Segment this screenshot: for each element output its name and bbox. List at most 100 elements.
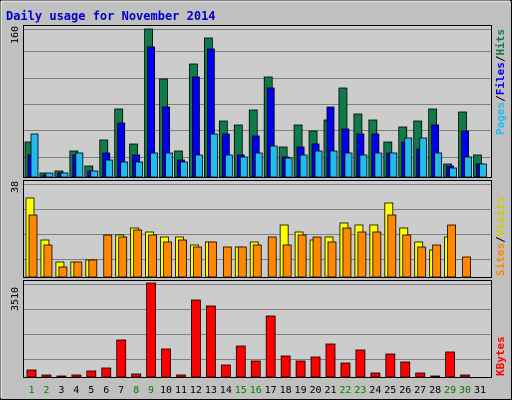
sites-bar-22 xyxy=(342,227,352,278)
sites-bar-10 xyxy=(163,241,172,278)
sites-bar-12 xyxy=(193,246,202,278)
legend-visits: Visits xyxy=(494,197,507,237)
day-label-2: 2 xyxy=(43,385,49,396)
pages-bar-17 xyxy=(269,145,278,178)
sites-bar-25 xyxy=(387,214,397,278)
kbytes-bar-21 xyxy=(325,343,336,378)
pages-bar-13 xyxy=(209,133,218,178)
sites-bar-18 xyxy=(282,244,292,278)
sites-bar-4 xyxy=(73,261,83,278)
sites-bar-11 xyxy=(178,239,187,278)
day-label-19: 19 xyxy=(295,385,307,396)
legend-sep-2: / xyxy=(494,55,507,62)
kbytes-bar-5 xyxy=(86,370,97,378)
day-label-15: 15 xyxy=(235,385,247,396)
x-axis-labels: 1 2 3 4 5 6 7 8 9 10 11 12 13 14 15 16 17 18 19 20 21 22 23 24 2… xyxy=(28,385,486,396)
sites-bar-20 xyxy=(312,236,322,278)
pages-bar-1 xyxy=(30,133,39,178)
pages-bar-31 xyxy=(479,163,487,178)
sites-bar-6 xyxy=(103,234,113,278)
sites-bar-8 xyxy=(133,229,143,278)
day-label-1: 1 xyxy=(28,385,34,396)
sites-bar-17 xyxy=(267,236,277,278)
kbytes-bar-20 xyxy=(310,356,321,378)
sites-bar-30 xyxy=(462,256,471,278)
sites-bar-24 xyxy=(372,231,382,278)
pages-bar-5 xyxy=(90,170,99,178)
kbytes-bar-18 xyxy=(280,355,291,378)
day-label-31: 31 xyxy=(474,385,486,396)
visits-legend: Sites/Visits xyxy=(494,197,507,277)
usage-ymax-label: 160 xyxy=(10,26,21,44)
pages-bar-24 xyxy=(374,152,383,178)
sites-bar-9 xyxy=(148,234,158,278)
sites-bar-13 xyxy=(207,241,217,278)
kbytes-bar-6 xyxy=(101,367,112,378)
day-label-5: 5 xyxy=(88,385,94,396)
day-label-12: 12 xyxy=(190,385,202,396)
pages-bar-27 xyxy=(419,137,428,178)
day-label-24: 24 xyxy=(369,385,381,396)
kbytes-bar-28 xyxy=(430,375,441,378)
legend-kbytes: KBytes xyxy=(494,336,507,376)
pages-bar-10 xyxy=(165,152,173,178)
day-label-9: 9 xyxy=(148,385,154,396)
legend-sites: Sites xyxy=(494,243,507,276)
sites-bar-29 xyxy=(447,224,457,278)
day-label-26: 26 xyxy=(399,385,411,396)
day-label-10: 10 xyxy=(160,385,172,396)
day-label-16: 16 xyxy=(250,385,262,396)
kbytes-bar-29 xyxy=(445,351,456,378)
day-label-7: 7 xyxy=(118,385,124,396)
kbytes-bar-19 xyxy=(295,360,306,378)
pages-bar-19 xyxy=(299,154,308,178)
day-label-30: 30 xyxy=(459,385,471,396)
day-label-29: 29 xyxy=(444,385,456,396)
sites-bar-15 xyxy=(237,246,247,278)
day-label-22: 22 xyxy=(339,385,351,396)
day-label-3: 3 xyxy=(58,385,64,396)
sites-bar-5 xyxy=(88,259,98,278)
chart-bars xyxy=(24,28,491,378)
day-label-18: 18 xyxy=(280,385,292,396)
pages-bar-16 xyxy=(254,152,263,178)
day-label-25: 25 xyxy=(384,385,396,396)
pages-bar-30 xyxy=(464,156,472,178)
kbytes-bar-22 xyxy=(340,362,351,378)
kbytes-bar-10 xyxy=(161,348,171,378)
day-label-13: 13 xyxy=(205,385,217,396)
pages-bar-20 xyxy=(314,150,323,178)
kbytes-bar-9 xyxy=(146,282,157,378)
kbytes-bar-23 xyxy=(355,349,366,378)
kbytes-bar-7 xyxy=(116,339,127,378)
day-label-23: 23 xyxy=(354,385,366,396)
legend-hits: Hits xyxy=(494,29,507,56)
kbytes-bar-24 xyxy=(370,372,381,378)
day-label-20: 20 xyxy=(310,385,322,396)
usage-legend: Pages/Files/Hits xyxy=(494,29,507,135)
sites-bar-14 xyxy=(222,246,232,278)
sites-bar-2 xyxy=(43,244,53,278)
sites-bar-1 xyxy=(28,214,38,278)
sites-bar-23 xyxy=(357,231,367,278)
kbytes-bar-14 xyxy=(220,364,231,378)
kbytes-bar-27 xyxy=(415,372,426,378)
sites-bar-21 xyxy=(327,241,337,278)
day-label-21: 21 xyxy=(324,385,336,396)
kbytes-bar-13 xyxy=(205,305,216,378)
pages-bar-23 xyxy=(359,154,368,178)
pages-bar-18 xyxy=(284,157,293,178)
kbytes-bar-25 xyxy=(385,353,396,378)
pages-bar-28 xyxy=(434,152,443,178)
legend-files: Files xyxy=(494,62,507,95)
legend-sep-1: / xyxy=(494,95,507,102)
kbytes-bar-4 xyxy=(71,374,82,378)
kbytes-bar-30 xyxy=(460,374,470,378)
kbytes-ymax-label: 3510 xyxy=(10,287,21,311)
sites-bar-3 xyxy=(58,266,68,278)
kbytes-bar-16 xyxy=(250,360,261,378)
pages-bar-21 xyxy=(329,150,338,178)
pages-bar-6 xyxy=(105,159,114,178)
sites-bar-7 xyxy=(118,236,128,278)
